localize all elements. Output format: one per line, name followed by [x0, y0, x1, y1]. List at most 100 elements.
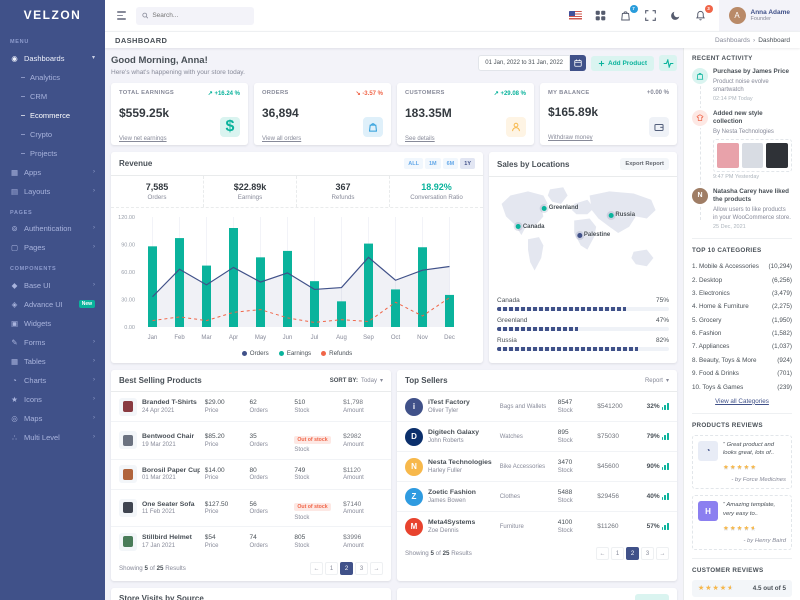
see-details-link[interactable]: See details — [405, 136, 435, 142]
product-row[interactable]: Borosil Paper Cup 01 Mar 2021 $14.00 Pri… — [111, 460, 391, 490]
revenue-range-tab[interactable]: 6M — [442, 158, 459, 169]
sidebar-item[interactable]: Crypto — [0, 125, 105, 144]
page-button[interactable]: 2 — [626, 547, 639, 560]
dark-mode-button[interactable] — [669, 9, 683, 23]
sidebar-item[interactable]: COMPONENTS — [0, 257, 105, 276]
add-product-button[interactable]: Add Product — [591, 55, 654, 71]
cart-button[interactable]: 7 — [619, 4, 638, 23]
calendar-button[interactable] — [570, 55, 586, 71]
activity-item[interactable]: Added new style collection By Nesta Tech… — [692, 109, 792, 180]
language-flag-button[interactable] — [569, 9, 583, 23]
page-button[interactable]: 3 — [355, 562, 368, 575]
sidebar-item[interactable]: Ecommerce — [0, 106, 105, 125]
category-row[interactable]: 8. Beauty, Toys & More (924) — [692, 354, 792, 367]
product-thumbnail — [119, 431, 137, 450]
hamburger-menu-icon[interactable] — [115, 9, 128, 21]
category-row[interactable]: 4. Home & Furniture (2,275) — [692, 300, 792, 313]
sidebar-item[interactable]: ∴ Multi Level › — [0, 428, 105, 447]
sidebar-item[interactable]: ⊚ Authentication › — [0, 219, 105, 238]
search-box[interactable] — [136, 6, 254, 25]
panel-action-button[interactable] — [635, 594, 669, 600]
page-button[interactable]: 3 — [641, 547, 654, 560]
fullscreen-button[interactable] — [644, 9, 658, 23]
sidebar-item[interactable]: PAGES — [0, 201, 105, 220]
category-row[interactable]: 7. Appliances (1,037) — [692, 340, 792, 353]
sidebar-item[interactable]: ◔ Charts › — [0, 371, 105, 390]
sidebar-item[interactable]: ▢ Pages › — [0, 238, 105, 257]
product-photo[interactable] — [717, 142, 739, 168]
page-button[interactable]: → — [370, 562, 383, 575]
product-row[interactable]: Stillbird Helmet 17 Jan 2021 $54 Price 7… — [111, 527, 391, 556]
sidebar-item[interactable]: ✎ Forms › — [0, 333, 105, 352]
sidebar-item[interactable]: Analytics — [0, 68, 105, 87]
page-button[interactable]: ← — [596, 547, 609, 560]
sidebar-item[interactable]: ◎ Maps › — [0, 409, 105, 428]
sidebar-item[interactable]: ◆ Base UI › — [0, 276, 105, 295]
withdraw-money-link[interactable]: Withdraw money — [548, 135, 593, 141]
sidebar-item[interactable]: ◈ Advance UI New — [0, 295, 105, 314]
export-report-button[interactable]: Export Report — [620, 158, 669, 170]
view-all-orders-link[interactable]: View all orders — [262, 136, 302, 142]
seller-row[interactable]: Z Zoetic Fashion James Bowen Clothes 548… — [397, 482, 677, 512]
seller-row[interactable]: M Meta4Systems Zoe Dennis Furniture 4100… — [397, 512, 677, 541]
date-range-input[interactable]: 01 Jan, 2022 to 31 Jan, 2022 — [478, 55, 570, 71]
seller-row[interactable]: N Nesta Technologies Harley Fuller Bike … — [397, 452, 677, 482]
activity-item[interactable]: N Natasha Carey have liked the products … — [692, 187, 792, 230]
category-row[interactable]: 1. Mobile & Accessories (10,294) — [692, 260, 792, 273]
menu-item-label: Crypto — [30, 129, 53, 139]
brand-logo[interactable]: VELZON — [23, 8, 82, 22]
page-button[interactable]: 2 — [340, 562, 353, 575]
review-card[interactable]: H “ Amazing template, very easy to.. ★★★… — [692, 495, 792, 550]
category-row[interactable]: 5. Grocery (1,950) — [692, 313, 792, 326]
sidebar-item[interactable]: Projects — [0, 144, 105, 163]
location-bars: Canada 75% Greenland 47% — [489, 287, 677, 359]
category-row[interactable]: 10. Toys & Games (239) — [692, 380, 792, 393]
revenue-stat-label: Conversation Ratio — [410, 194, 463, 201]
sidebar-item[interactable]: ▣ Widgets — [0, 314, 105, 333]
activity-shortcut-button[interactable] — [659, 55, 677, 71]
revenue-range-tab[interactable]: 1M — [424, 158, 441, 169]
report-dropdown[interactable]: Report ▾ — [645, 377, 669, 385]
revenue-range-tab[interactable]: 1Y — [460, 158, 475, 169]
page-button[interactable]: ← — [310, 562, 323, 575]
search-input[interactable] — [152, 12, 248, 19]
revenue-range-tab[interactable]: ALL — [404, 158, 423, 169]
sidebar-item[interactable]: ▦ Tables › — [0, 352, 105, 371]
product-row[interactable]: Bentwood Chair 19 Mar 2021 $85.20 Price … — [111, 422, 391, 460]
sidebar-item[interactable]: ★ Icons › — [0, 390, 105, 409]
sidebar-item[interactable]: MENU — [0, 30, 105, 49]
activity-item[interactable]: Purchase by James Price Product noise ev… — [692, 68, 792, 102]
product-row[interactable]: One Seater Sofa 11 Feb 2021 $127.50 Pric… — [111, 490, 391, 527]
product-photo[interactable] — [741, 142, 764, 168]
sort-by-dropdown[interactable]: SORT BY: Today ▾ — [330, 377, 383, 385]
page-button[interactable]: 1 — [611, 547, 624, 560]
legend-item[interactable]: Refunds — [321, 350, 352, 357]
sidebar-item[interactable]: CRM — [0, 87, 105, 106]
product-row[interactable]: Branded T-Shirts 24 Apr 2021 $29.00 Pric… — [111, 392, 391, 422]
view-net-earnings-link[interactable]: View net earnings — [119, 136, 167, 142]
my-balance-card: MY BALANCE +0.00 % $165.89k Withdraw mone… — [540, 83, 677, 145]
legend-item[interactable]: Earnings — [278, 350, 311, 357]
page-button[interactable]: → — [656, 547, 669, 560]
apps-grid-button[interactable] — [594, 9, 608, 23]
category-row[interactable]: 6. Fashion (1,582) — [692, 327, 792, 340]
category-name: 6. Fashion — [692, 330, 722, 338]
category-row[interactable]: 9. Food & Drinks (701) — [692, 367, 792, 380]
notifications-button[interactable]: 3 — [694, 4, 713, 23]
breadcrumb-parent[interactable]: Dashboards — [714, 36, 751, 44]
user-menu[interactable]: A Anna Adame Founder — [718, 0, 800, 31]
view-all-categories-link[interactable]: View all Categories — [715, 397, 769, 405]
category-row[interactable]: 2. Desktop (6,256) — [692, 273, 792, 286]
category-count: (2,275) — [772, 303, 792, 311]
product-photo[interactable] — [766, 142, 789, 168]
sidebar-item[interactable]: ◉ Dashboards ▾ — [0, 49, 105, 68]
category-row[interactable]: 3. Electronics (3,479) — [692, 287, 792, 300]
page-button[interactable]: 1 — [325, 562, 338, 575]
seller-row[interactable]: i iTest Factory Oliver Tyler Bags and Wa… — [397, 392, 677, 422]
sidebar-item[interactable]: ▤ Layouts › — [0, 182, 105, 201]
seller-row[interactable]: D Digitech Galaxy John Roberts Watches 8… — [397, 422, 677, 452]
review-card[interactable]: ◔ “ Great product and looks great, lots … — [692, 434, 792, 490]
sidebar-item[interactable]: ▦ Apps › — [0, 163, 105, 182]
legend-item[interactable]: Orders — [241, 350, 269, 357]
